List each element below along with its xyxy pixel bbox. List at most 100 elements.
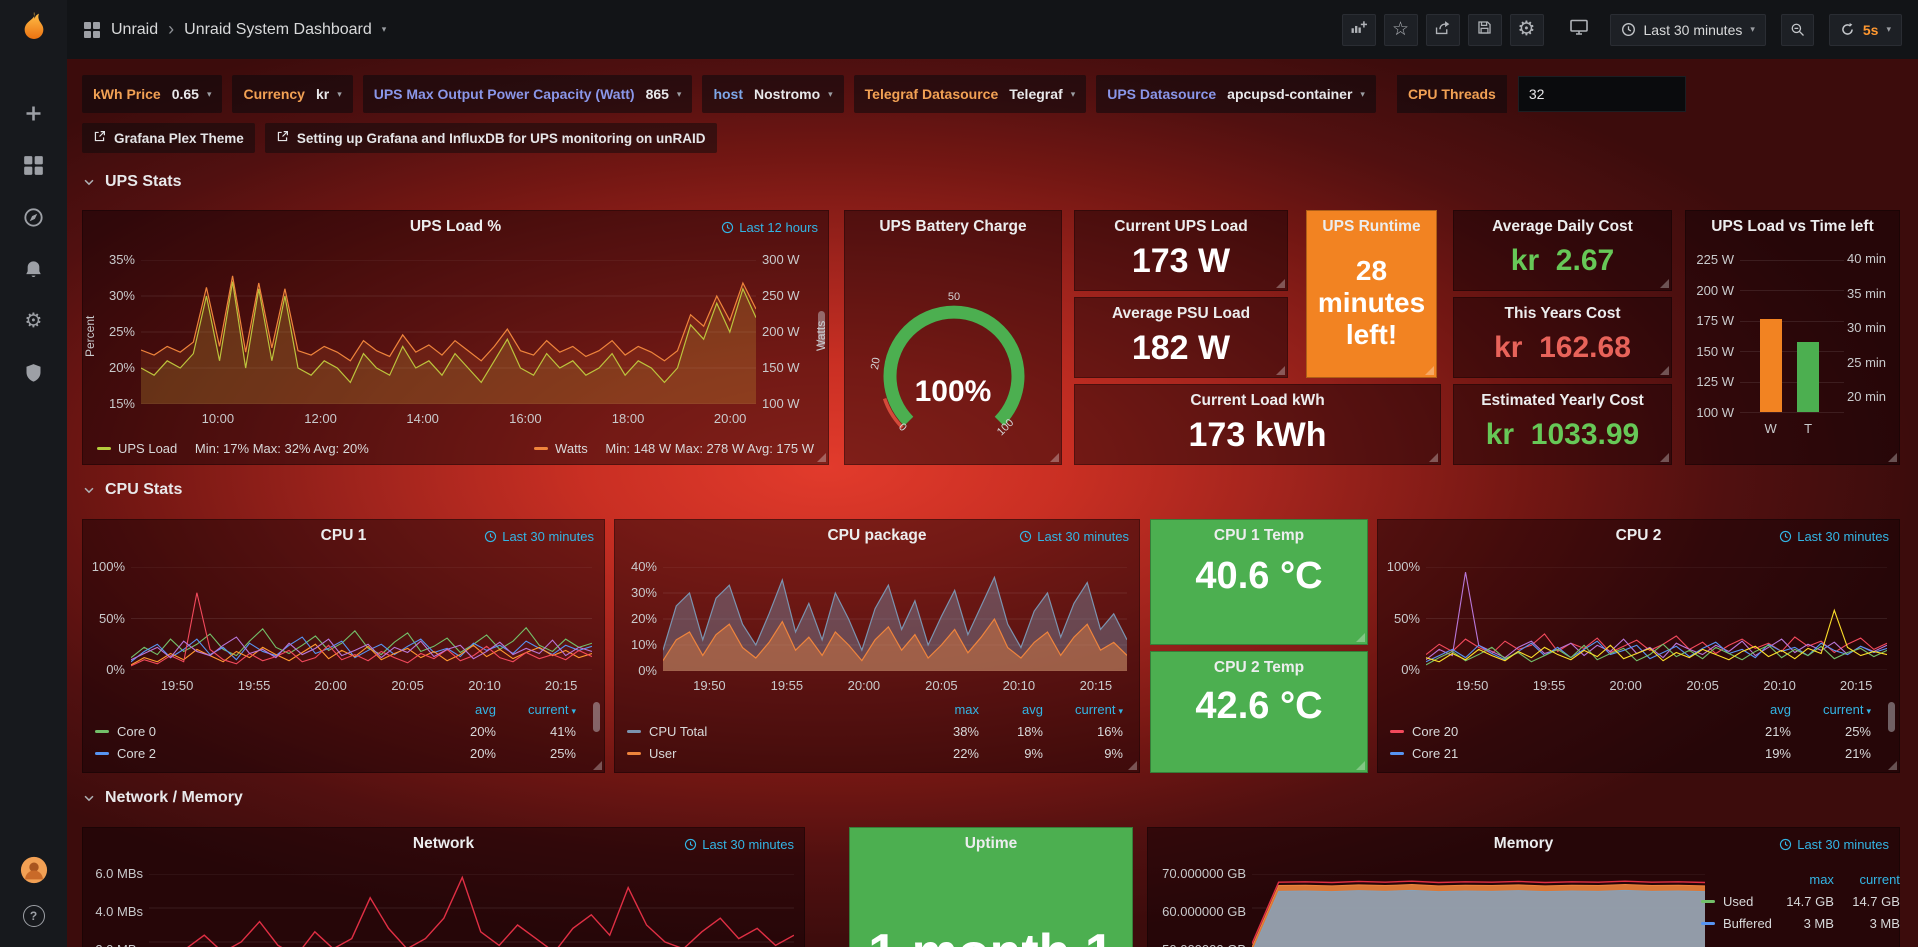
save-dashboard-button[interactable] bbox=[1467, 13, 1502, 46]
variable-cpu-threads: CPU Threads bbox=[1386, 75, 1686, 113]
panel-title[interactable]: Current UPS Load bbox=[1114, 218, 1248, 235]
memory-graph[interactable] bbox=[1252, 874, 1705, 947]
graph-legend: max avg current ▾ CPU Total 38% 18% 16% U… bbox=[627, 702, 1123, 761]
grafana-logo[interactable] bbox=[16, 11, 52, 40]
panel-title[interactable]: CPU package bbox=[827, 527, 927, 544]
legend-row-name[interactable]: Core 0 bbox=[95, 724, 426, 739]
panel-time-range[interactable]: Last 12 hours bbox=[721, 220, 818, 235]
variable-value-dropdown[interactable]: 865 ▾ bbox=[645, 86, 682, 102]
cpu1-graph[interactable] bbox=[131, 567, 592, 670]
variable-ups-datasource: UPS Datasource apcupsd-container ▾ bbox=[1096, 75, 1376, 113]
mark-favorite-button[interactable]: ☆ bbox=[1383, 13, 1418, 46]
panel-title[interactable]: Current Load kWh bbox=[1190, 392, 1325, 409]
breadcrumb-folder[interactable]: Unraid bbox=[111, 20, 159, 38]
refresh-button[interactable]: 5s ▾ bbox=[1828, 13, 1902, 46]
legend-col-current[interactable]: current bbox=[1859, 872, 1900, 887]
legend-col-current[interactable]: current ▾ bbox=[528, 702, 576, 717]
star-icon: ☆ bbox=[1391, 18, 1410, 40]
legend-row-name[interactable]: Buffered bbox=[1701, 916, 1772, 931]
panel-title[interactable]: Average PSU Load bbox=[1111, 305, 1251, 322]
sidebar-item-security[interactable] bbox=[16, 360, 52, 386]
variable-value-dropdown[interactable]: Nostromo ▾ bbox=[754, 86, 833, 102]
row-header-network-memory[interactable]: Network / Memory bbox=[82, 789, 243, 807]
breadcrumb-dashboard[interactable]: Unraid System Dashboard bbox=[184, 20, 372, 38]
x-axis-labels: 10:00 12:00 14:00 16:00 18:00 20:00 bbox=[201, 411, 747, 426]
panel-title[interactable]: Memory bbox=[1493, 835, 1554, 852]
link-grafana-plex-theme[interactable]: Grafana Plex Theme bbox=[82, 123, 255, 153]
sidebar-nav: ⚙ bbox=[16, 0, 52, 386]
panel-title[interactable]: CPU 2 bbox=[1615, 527, 1662, 544]
cpu-package-graph[interactable] bbox=[663, 567, 1127, 671]
legend-scrollbar[interactable] bbox=[593, 702, 600, 732]
legend-row-name[interactable]: CPU Total bbox=[627, 724, 915, 739]
y-axis-labels: 100% 50% 0% bbox=[91, 559, 125, 677]
refresh-interval[interactable]: 5s bbox=[1862, 21, 1879, 38]
legend-col-avg[interactable]: avg bbox=[475, 702, 496, 717]
panel-title[interactable]: UPS Runtime bbox=[1322, 218, 1421, 235]
row-header-cpu-stats[interactable]: CPU Stats bbox=[82, 481, 182, 499]
legend-row-name[interactable]: Core 21 bbox=[1390, 746, 1721, 761]
variable-ups-max-output: UPS Max Output Power Capacity (Watt) 865… bbox=[362, 75, 693, 113]
share-dashboard-button[interactable] bbox=[1425, 13, 1460, 46]
panel-title[interactable]: Network bbox=[412, 835, 475, 852]
panel-this-years-cost: This Years Cost kr 162.68 bbox=[1453, 297, 1672, 378]
gauge-value: 100% bbox=[914, 375, 992, 408]
cpu2-graph[interactable] bbox=[1426, 567, 1887, 670]
panel-title[interactable]: Estimated Yearly Cost bbox=[1481, 392, 1644, 409]
panel-scrollbar[interactable] bbox=[818, 311, 825, 347]
dashboard-caret-icon[interactable]: ▾ bbox=[381, 24, 387, 34]
sidebar-item-help[interactable]: ? bbox=[16, 903, 52, 929]
panel-title[interactable]: UPS Battery Charge bbox=[879, 218, 1027, 235]
legend-col-max[interactable]: max bbox=[1809, 872, 1834, 887]
panel-title[interactable]: UPS Load % bbox=[409, 218, 502, 235]
variable-label: UPS Max Output Power Capacity (Watt) bbox=[373, 86, 635, 102]
panel-title[interactable]: CPU 2 Temp bbox=[1213, 659, 1305, 676]
legend-item[interactable]: UPS Load Min: 17% Max: 32% Avg: 20% bbox=[97, 441, 369, 456]
variable-value-dropdown[interactable]: apcupsd-container ▾ bbox=[1227, 86, 1365, 102]
variable-value-dropdown[interactable]: kr ▾ bbox=[315, 86, 342, 102]
cpu-threads-input[interactable] bbox=[1517, 76, 1686, 112]
sidebar-item-alerting[interactable] bbox=[16, 256, 52, 282]
panel-title[interactable]: UPS Load vs Time left bbox=[1711, 218, 1874, 235]
panel-time-range[interactable]: Last 30 minutes bbox=[684, 837, 794, 852]
panel-title[interactable]: CPU 1 bbox=[320, 527, 367, 544]
legend-col-current[interactable]: current ▾ bbox=[1075, 702, 1123, 717]
dashboard-settings-button[interactable]: ⚙ bbox=[1509, 13, 1544, 46]
panel-title[interactable]: CPU 1 Temp bbox=[1213, 527, 1305, 544]
legend-col-max[interactable]: max bbox=[954, 702, 979, 717]
time-range-picker[interactable]: Last 30 minutes ▾ bbox=[1609, 13, 1766, 46]
legend-row-name[interactable]: Core 20 bbox=[1390, 724, 1721, 739]
legend-item[interactable]: Watts Min: 148 W Max: 278 W Avg: 175 W bbox=[534, 441, 814, 456]
sidebar-item-dashboards[interactable] bbox=[16, 152, 52, 178]
sidebar-item-explore[interactable] bbox=[16, 204, 52, 230]
ups-load-graph[interactable] bbox=[141, 260, 756, 404]
legend-row-name[interactable]: Core 2 bbox=[95, 746, 426, 761]
sidebar-item-profile[interactable] bbox=[16, 856, 52, 884]
cycle-view-mode-button[interactable] bbox=[1563, 15, 1595, 45]
external-link-icon bbox=[276, 130, 289, 146]
legend-col-avg[interactable]: avg bbox=[1770, 702, 1791, 717]
network-graph[interactable] bbox=[149, 874, 794, 947]
sidebar-item-create[interactable] bbox=[16, 100, 52, 126]
panel-time-range[interactable]: Last 30 minutes bbox=[1779, 529, 1889, 544]
legend-row-name[interactable]: Used bbox=[1701, 894, 1772, 909]
row-header-ups-stats[interactable]: UPS Stats bbox=[82, 173, 181, 191]
link-ups-monitoring-guide[interactable]: Setting up Grafana and InfluxDB for UPS … bbox=[264, 123, 717, 153]
legend-col-avg[interactable]: avg bbox=[1022, 702, 1043, 717]
legend-row-name[interactable]: User bbox=[627, 746, 915, 761]
variable-value-dropdown[interactable]: 0.65 ▾ bbox=[171, 86, 212, 102]
variable-value-dropdown[interactable]: Telegraf ▾ bbox=[1009, 86, 1076, 102]
panel-title[interactable]: Average Daily Cost bbox=[1492, 218, 1633, 235]
add-panel-button[interactable] bbox=[1341, 13, 1376, 46]
legend-scrollbar[interactable] bbox=[1888, 702, 1895, 732]
panel-title[interactable]: This Years Cost bbox=[1504, 305, 1621, 322]
sidebar-item-configuration[interactable]: ⚙ bbox=[24, 310, 43, 332]
panel-time-range[interactable]: Last 30 minutes bbox=[1019, 529, 1129, 544]
zoom-out-button[interactable] bbox=[1780, 13, 1814, 46]
stat-value: kr 2.67 bbox=[1510, 244, 1615, 278]
panel-time-range[interactable]: Last 30 minutes bbox=[1779, 837, 1889, 852]
panel-time-range[interactable]: Last 30 minutes bbox=[484, 529, 594, 544]
panel-title[interactable]: Uptime bbox=[964, 835, 1018, 852]
legend-col-current[interactable]: current ▾ bbox=[1823, 702, 1871, 717]
